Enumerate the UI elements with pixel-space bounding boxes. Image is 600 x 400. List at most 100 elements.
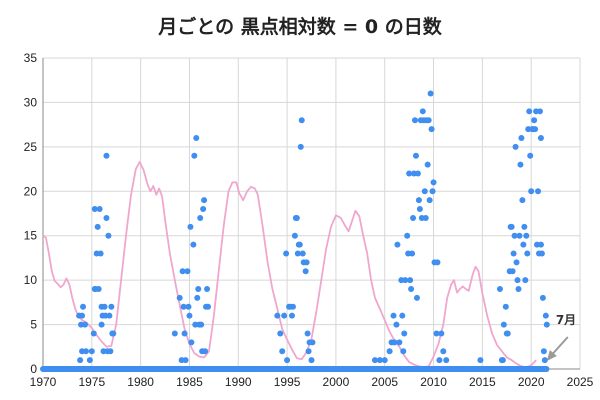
data-point [391,339,398,346]
data-point [308,357,315,364]
data-point [428,126,435,133]
data-point [106,312,113,319]
data-point [103,152,110,159]
grid-lines [42,57,581,370]
data-point [190,241,197,248]
data-point [176,294,183,301]
data-point [412,152,419,159]
data-point [496,286,503,293]
x-tick-label: 2000 [323,375,350,389]
data-point [193,134,200,141]
data-point [291,232,298,239]
data-point [297,143,304,150]
data-point [443,357,450,364]
data-point [510,250,517,257]
data-point [98,321,105,328]
data-point [279,348,286,355]
data-point [293,214,300,221]
data-point [107,348,114,355]
data-point [422,214,429,221]
data-point [536,108,543,115]
data-point [86,357,93,364]
y-tick-label: 0 [30,362,37,376]
data-point [197,214,204,221]
data-point [303,259,310,266]
data-point [399,312,406,319]
data-point [537,134,544,141]
y-tick-label: 30 [24,95,38,109]
data-point [180,303,187,310]
data-point [528,188,535,195]
x-tick-label: 2015 [469,375,496,389]
data-point [542,312,549,319]
data-point [508,223,515,230]
data-point [281,312,288,319]
data-point [81,321,88,328]
x-tick-label: 1980 [127,375,154,389]
data-point [514,277,521,284]
data-point [110,330,117,337]
data-point [429,188,436,195]
data-point [500,321,507,328]
data-point [181,330,188,337]
data-point [302,268,309,275]
data-point [415,197,422,204]
annotation-label: 7月 [556,313,576,327]
data-point [376,357,383,364]
data-point [434,259,441,266]
smoothed-curve [42,161,537,369]
data-point [425,117,432,124]
x-tick-label: 1975 [78,375,105,389]
data-point [194,294,201,301]
data-point [205,303,212,310]
data-point [184,268,191,275]
axes [42,58,580,370]
data-point [404,232,411,239]
data-point [541,357,548,364]
data-point [108,303,115,310]
data-point [96,206,103,213]
data-point [188,339,195,346]
smoothed-curve-line [42,161,537,369]
data-point [409,250,416,257]
data-point [527,152,534,159]
data-point [298,117,305,124]
annotation-arrow-head [546,350,557,361]
y-tick-label: 20 [24,184,38,198]
data-point [97,250,104,257]
data-point [90,330,97,337]
data-point [540,348,547,355]
data-point [509,268,516,275]
data-point [438,330,445,337]
data-point [198,321,205,328]
data-point [426,197,433,204]
y-tick-label: 5 [30,318,37,332]
y-tick-label: 10 [24,273,38,287]
data-point [103,214,110,221]
data-point [77,357,84,364]
data-point [82,348,89,355]
x-tick-label: 1995 [274,375,301,389]
y-tick-label: 35 [24,51,38,65]
data-point [195,286,202,293]
data-point [513,259,520,266]
data-point [499,357,506,364]
data-point [518,134,525,141]
data-point [512,143,519,150]
data-point [79,312,86,319]
data-point [182,357,189,364]
data-point [524,250,531,257]
data-point [309,339,316,346]
annotation: 7月 [546,313,576,361]
data-point [523,232,530,239]
data-point [304,330,311,337]
data-point [386,348,393,355]
data-point [421,188,428,195]
data-point [283,250,290,257]
data-point [515,286,522,293]
data-point [433,330,440,337]
data-point [519,197,526,204]
y-tick-label: 25 [24,140,38,154]
y-tick-label: 15 [24,229,38,243]
